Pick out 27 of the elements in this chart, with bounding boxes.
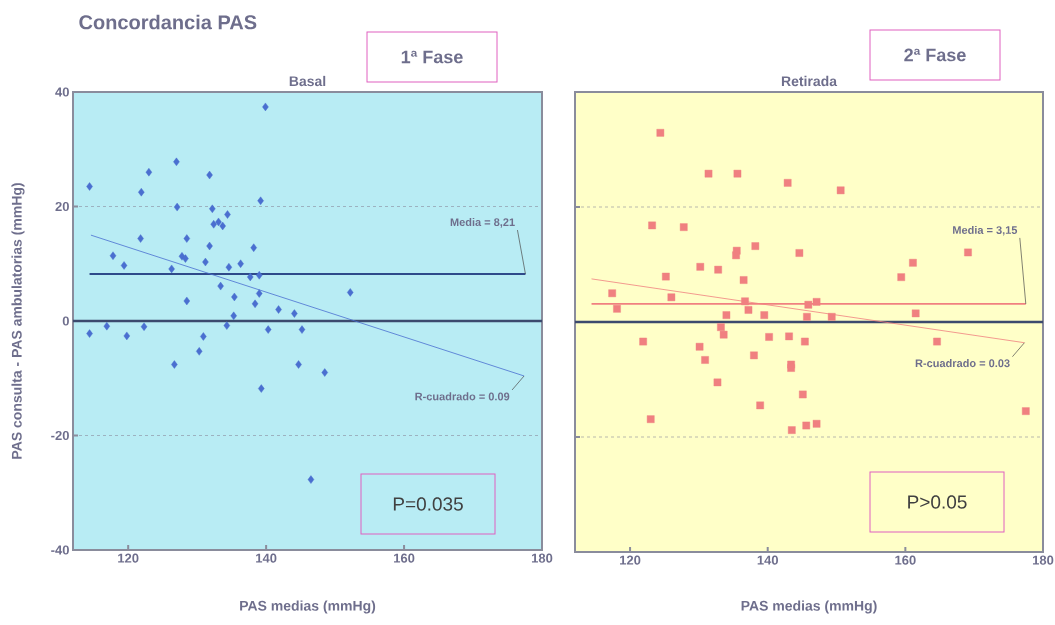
x-tick-label: 180 [1032, 555, 1054, 565]
x-axis-title: PAS medias (mmHg) [240, 600, 376, 614]
text: 2ª Fase [904, 48, 966, 62]
annotation: P>0.05 [908, 495, 967, 509]
annotation: R-cuadrado = 0.09 [415, 392, 510, 401]
x-axis-title: PAS medias (mmHg) [741, 600, 877, 614]
annotation: Media = 8,21 [450, 217, 515, 228]
y-tick-label: -40 [51, 545, 69, 555]
y-tick-label: -20 [51, 430, 69, 441]
x-tick-label: 120 [118, 553, 139, 563]
chart-title: Concordancia PAS [79, 14, 257, 30]
x-tick-label: 140 [256, 553, 277, 563]
y-tick-label: 0 [62, 316, 69, 326]
x-tick-label: 120 [620, 555, 641, 565]
y-tick-label: 40 [55, 87, 69, 97]
annotation: P=0.035 [393, 497, 463, 511]
x-tick-label: 160 [394, 553, 415, 563]
x-tick-label: 180 [531, 553, 553, 563]
annotation: R-cuadrado = 0.03 [915, 359, 1010, 368]
text: 1ª Fase [401, 50, 463, 64]
x-tick-label: 160 [895, 555, 916, 565]
annotation: Media = 3,15 [953, 225, 1018, 236]
y-axis-title: PAS consulta - PAS ambulatorias (mmHg) [11, 183, 25, 459]
chart-subtitle: Retirada [781, 75, 838, 87]
x-tick-label: 140 [757, 555, 779, 565]
chart-subtitle: Basal [289, 75, 326, 87]
y-tick-label: 20 [55, 201, 69, 212]
